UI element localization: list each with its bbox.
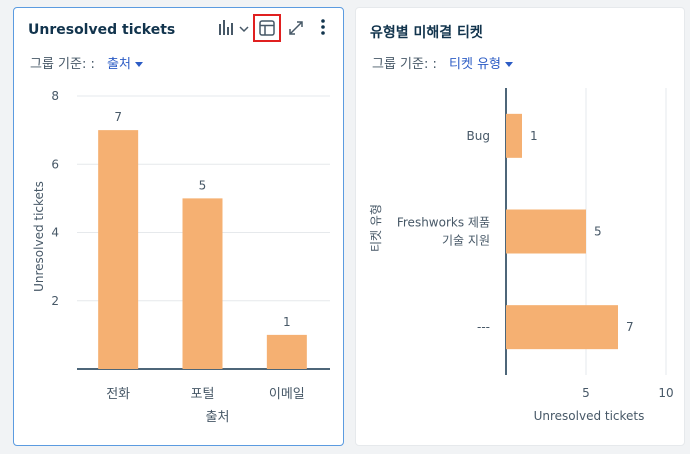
caret-down-icon [134,62,143,67]
y-tick-label: 8 [51,89,59,103]
y-tick-label: 4 [51,226,59,240]
bar [506,305,618,350]
y-tick-label: Bug [467,129,490,143]
more-options-icon[interactable] [318,18,328,38]
x-tick-label: 5 [582,386,590,400]
bar [182,198,223,369]
x-tick-label: 포털 [191,387,215,402]
data-label: 7 [114,110,122,124]
y-tick-label: Freshworks 제품 기술 지원 [397,216,490,248]
expand-icon[interactable] [287,19,305,37]
group-by-label: 그룹 기준: : [372,57,437,72]
group-by-select[interactable]: 출처 [107,57,131,72]
x-tick-label: 전화 [106,387,130,402]
unresolved-by-source-card: Unresolved tickets by sou 그룹 기준: : 출처 2 4… [13,7,344,446]
y-tick-label: 2 [51,294,59,308]
group-by-label: 그룹 기준: : [30,57,95,72]
bar [266,334,307,369]
bar [506,113,522,158]
card-title: Unresolved tickets by sou [28,22,178,38]
caret-down-icon [505,62,513,67]
y-axis-title: Unresolved tickets [32,181,46,292]
group-by-control[interactable]: 그룹 기준: : 출처 [30,53,143,72]
bar [98,130,139,369]
table-view-icon[interactable] [258,19,276,37]
group-by-control[interactable]: 그룹 기준: : 티켓 유형 [372,53,513,72]
x-tick-label: 10 [658,386,673,400]
bar [506,209,586,254]
data-label: 5 [199,178,207,192]
x-axis-title: 출처 [206,410,230,425]
group-by-select[interactable]: 티켓 유형 [449,57,501,72]
data-label: 5 [594,225,602,239]
y-tick-label: --- [477,320,490,334]
x-axis-title: Unresolved tickets [534,409,645,423]
x-tick-label: 이메일 [269,387,305,402]
card-title: 유형별 미해결 티켓 [370,25,483,41]
chevron-down-icon [239,26,249,33]
data-label: 1 [283,315,291,329]
bar-chart-type: 5 10 1 Bug 5 Freshworks 제품 기술 지원 7 --- Unresolved… [369,88,674,423]
data-label: 1 [530,129,538,143]
data-label: 7 [626,320,634,334]
unresolved-by-type-card: 유형별 미해결 티켓 그룹 기준: : 티켓 유형 5 10 1 Bug 5 Freshw… [355,7,685,446]
table-view-highlight [253,14,281,42]
chart-type-icon[interactable] [217,18,253,38]
y-tick-label: 6 [51,157,59,171]
y-axis-title: 티켓 유형 [369,204,383,252]
